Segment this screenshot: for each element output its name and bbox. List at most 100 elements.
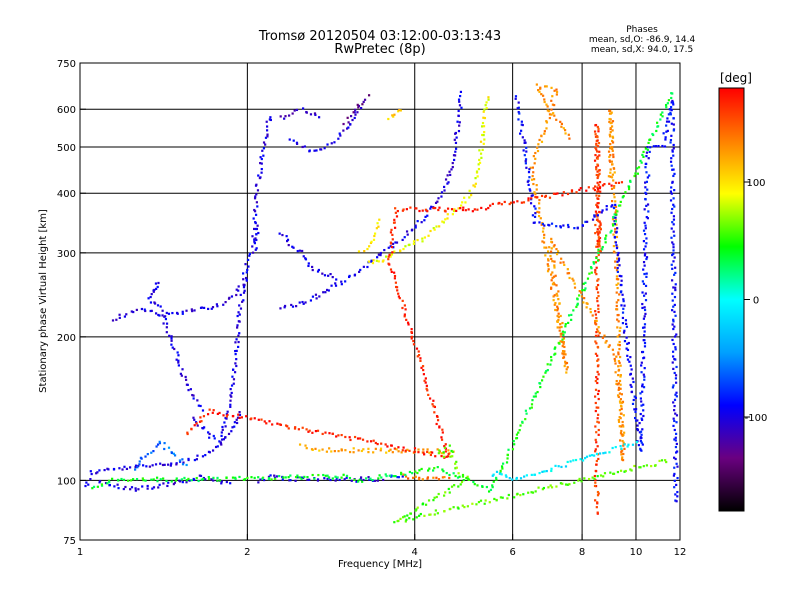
data-point (404, 245, 407, 248)
data-point (616, 394, 620, 397)
data-point (674, 445, 678, 449)
data-point (540, 223, 543, 226)
data-point (287, 427, 290, 430)
data-point (560, 122, 564, 125)
data-point (597, 251, 600, 255)
data-point (200, 420, 203, 423)
data-point (454, 462, 457, 465)
data-point (304, 444, 307, 447)
data-point (670, 263, 673, 266)
data-point (540, 140, 544, 143)
data-point (519, 424, 522, 427)
data-point (565, 361, 569, 365)
data-point (672, 417, 675, 420)
data-point (532, 182, 535, 186)
data-point (596, 176, 599, 180)
data-point (568, 137, 571, 140)
data-point (394, 241, 397, 244)
data-point (245, 271, 248, 274)
data-point (476, 484, 479, 487)
data-point (233, 421, 236, 424)
data-point (417, 451, 420, 454)
data-point (596, 242, 599, 246)
data-point (599, 222, 602, 225)
data-point (596, 511, 599, 514)
data-point (393, 113, 396, 116)
data-point (597, 310, 600, 314)
data-point (170, 337, 173, 340)
data-point (173, 347, 176, 351)
data-point (387, 258, 390, 261)
data-point (541, 230, 545, 233)
data-point (238, 332, 241, 335)
data-point (595, 245, 598, 248)
data-point (421, 365, 425, 368)
data-point (620, 412, 623, 415)
data-point (583, 297, 586, 300)
data-point (582, 301, 585, 304)
data-point (615, 209, 618, 212)
data-point (595, 212, 598, 215)
data-point (253, 227, 256, 231)
data-point (224, 425, 227, 428)
data-point (595, 266, 598, 269)
data-point (379, 447, 383, 450)
data-point (561, 345, 564, 348)
data-point (301, 249, 304, 253)
data-point (268, 118, 271, 121)
data-point (500, 203, 503, 206)
data-point (446, 455, 450, 458)
data-point (525, 412, 528, 415)
data-point (279, 307, 282, 310)
data-point (619, 200, 622, 203)
data-point (372, 259, 375, 262)
data-point (581, 459, 585, 462)
data-point (238, 320, 241, 323)
data-point (221, 425, 224, 429)
data-point (238, 475, 241, 479)
data-point (642, 248, 646, 251)
data-point (407, 477, 410, 480)
data-point (629, 355, 632, 359)
data-point (613, 359, 617, 362)
data-point (391, 242, 395, 245)
data-point (259, 156, 262, 159)
data-point (500, 473, 503, 476)
data-point (619, 445, 622, 448)
data-point (185, 479, 188, 482)
data-point (165, 331, 168, 334)
data-point (594, 271, 597, 274)
data-point (598, 225, 601, 228)
data-point (458, 124, 461, 127)
data-point (610, 184, 613, 187)
trace-21 (514, 95, 679, 503)
data-point (433, 228, 436, 231)
data-point (311, 268, 314, 272)
data-point (550, 279, 553, 282)
data-point (199, 416, 202, 419)
data-point (170, 339, 173, 342)
data-point (242, 299, 245, 302)
data-point (593, 159, 597, 162)
data-point (642, 414, 645, 418)
data-point (633, 408, 636, 411)
data-point (260, 162, 263, 165)
data-point (179, 480, 182, 483)
data-point (519, 477, 523, 480)
data-point (458, 104, 462, 107)
data-point (503, 200, 506, 204)
data-point (412, 242, 415, 245)
data-point (670, 227, 673, 230)
data-point (636, 167, 639, 170)
data-point (479, 140, 483, 143)
trace-8 (390, 474, 404, 479)
y-tick-label: 300 (57, 249, 76, 260)
data-point (320, 148, 323, 151)
data-point (204, 453, 207, 457)
data-point (447, 181, 450, 184)
data-point (389, 231, 393, 234)
data-point (598, 240, 601, 243)
data-point (99, 479, 102, 483)
data-point (134, 489, 137, 492)
data-point (667, 120, 671, 123)
